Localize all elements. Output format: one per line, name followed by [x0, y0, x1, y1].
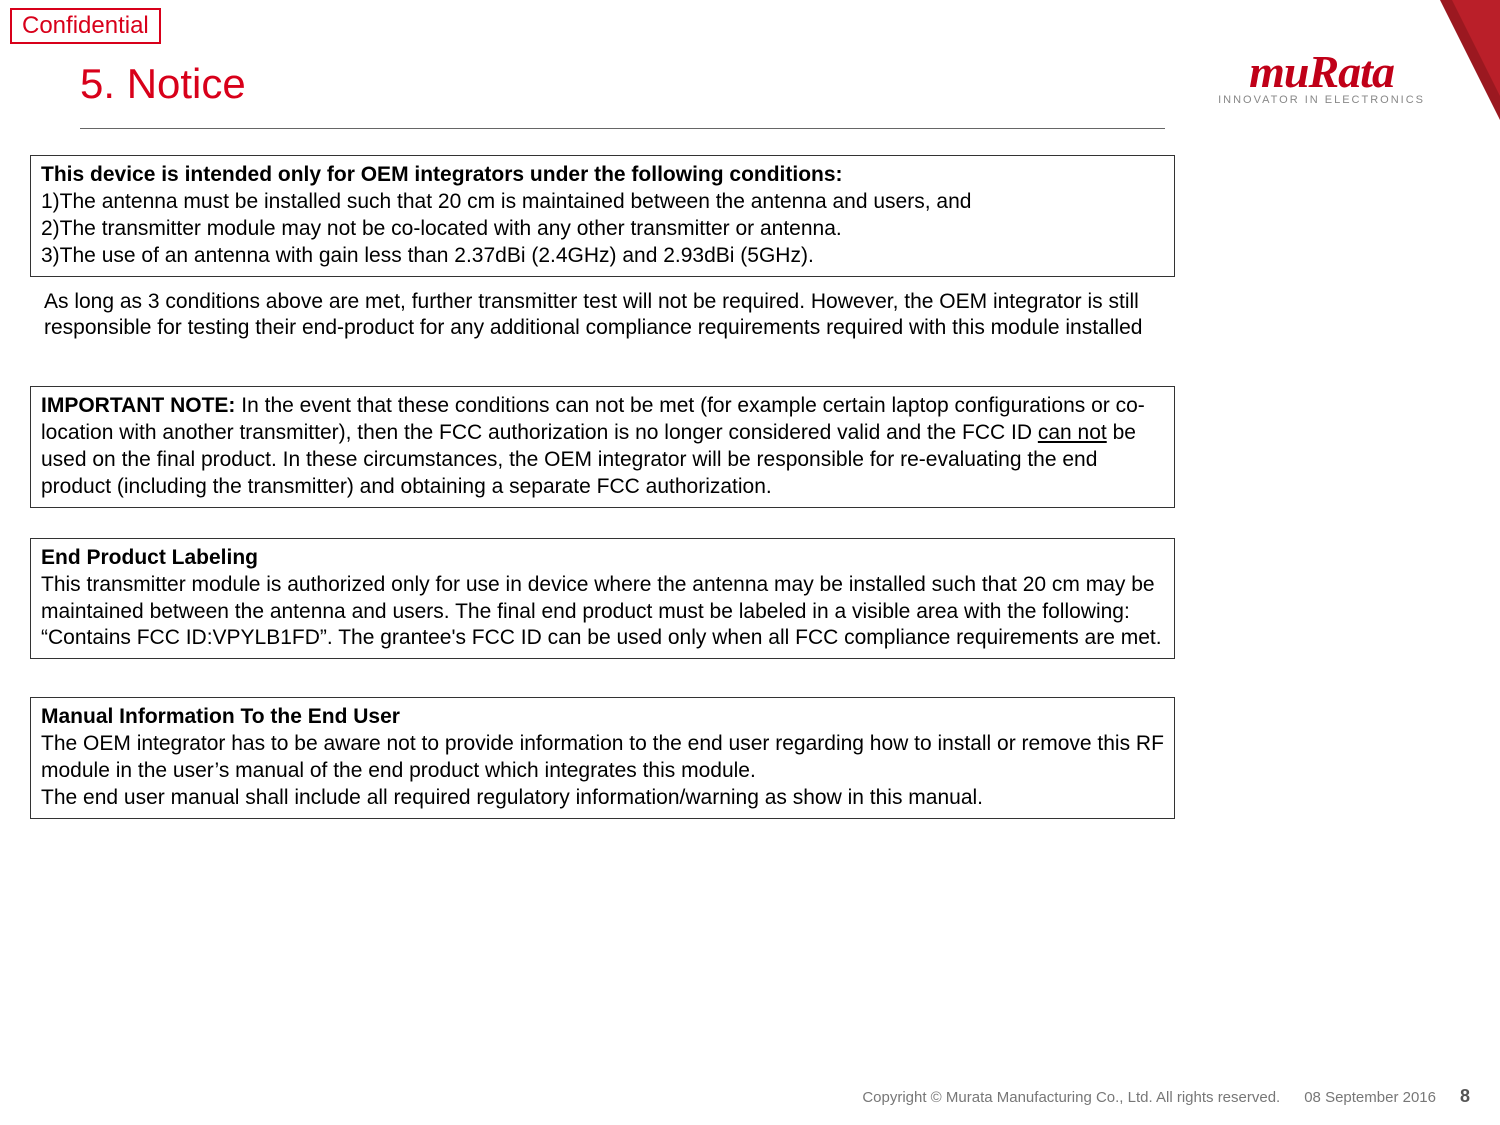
logo: muRata INNOVATOR IN ELECTRONICS: [1218, 45, 1425, 106]
footer: Copyright © Murata Manufacturing Co., Lt…: [862, 1086, 1470, 1107]
manual-info-heading: Manual Information To the End User: [41, 704, 1164, 731]
page-title: 5. Notice: [80, 60, 246, 108]
logo-text: muRata: [1218, 45, 1425, 98]
labeling-heading: End Product Labeling: [41, 545, 1164, 572]
responsibility-paragraph: As long as 3 conditions above are met, f…: [30, 283, 1175, 349]
content-area: This device is intended only for OEM int…: [30, 155, 1175, 819]
labeling-box: End Product Labeling This transmitter mo…: [30, 538, 1175, 660]
condition-3: 3)The use of an antenna with gain less t…: [41, 243, 1164, 270]
copyright-text: Copyright © Murata Manufacturing Co., Lt…: [862, 1089, 1280, 1106]
labeling-body: This transmitter module is authorized on…: [41, 572, 1164, 653]
page-number: 8: [1460, 1086, 1470, 1107]
important-note-underlined: can not: [1038, 421, 1107, 444]
confidential-badge: Confidential: [10, 8, 161, 44]
important-note-box: IMPORTANT NOTE: In the event that these …: [30, 386, 1175, 508]
logo-tagline: INNOVATOR IN ELECTRONICS: [1218, 94, 1425, 106]
manual-info-box: Manual Information To the End User The O…: [30, 697, 1175, 819]
manual-info-line2: The end user manual shall include all re…: [41, 785, 1164, 812]
conditions-heading: This device is intended only for OEM int…: [41, 162, 1164, 189]
condition-1: 1)The antenna must be installed such tha…: [41, 189, 1164, 216]
manual-info-line1: The OEM integrator has to be aware not t…: [41, 731, 1164, 785]
footer-date: 08 September 2016: [1304, 1089, 1436, 1106]
condition-2: 2)The transmitter module may not be co-l…: [41, 216, 1164, 243]
important-note-lead: IMPORTANT NOTE:: [41, 394, 235, 417]
conditions-box: This device is intended only for OEM int…: [30, 155, 1175, 277]
corner-decoration: [1440, 0, 1500, 120]
title-rule: [80, 128, 1165, 129]
